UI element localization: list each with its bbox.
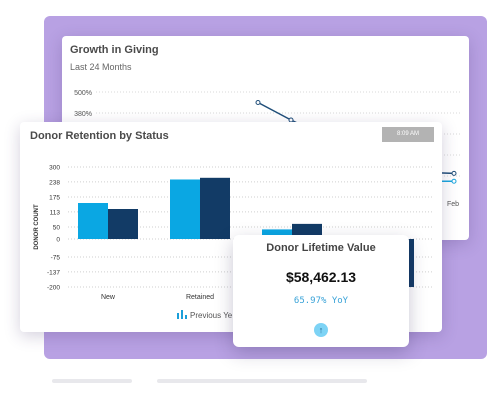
bar: [108, 209, 138, 239]
y-tick-label: 238: [49, 179, 60, 186]
placeholder-bar: [52, 379, 132, 383]
bar: [200, 177, 230, 239]
y-tick-label: 500%: [74, 90, 92, 97]
growth-card-title: Growth in Giving: [70, 44, 159, 56]
y-tick-label: -75: [51, 255, 61, 262]
arrow-up-icon[interactable]: ↑: [314, 323, 328, 337]
x-tick-label: Retained: [186, 294, 214, 301]
data-point: [255, 100, 261, 105]
retention-card-title: Donor Retention by Status: [30, 130, 169, 142]
legend-label: Previous Ye: [190, 311, 233, 320]
data-point: [451, 170, 457, 176]
y-tick-label: 300: [49, 165, 60, 172]
ltv-yoy-change: 65.97% YoY: [293, 296, 349, 306]
placeholder-bar: [157, 379, 367, 383]
y-tick-label: 50: [53, 225, 61, 232]
y-tick-label: -200: [47, 285, 60, 292]
chart-legend[interactable]: Previous Ye: [177, 310, 232, 320]
bar: [262, 229, 292, 239]
y-axis-title: DONOR COUNT: [34, 204, 40, 250]
x-tick-label: Feb: [447, 201, 459, 208]
y-tick-label: 175: [49, 195, 60, 202]
data-point: [451, 178, 457, 184]
donor-lifetime-value-card: Donor Lifetime Value $58,462.13 65.97% Y…: [233, 235, 409, 347]
y-tick-label: 0: [56, 237, 60, 244]
ltv-amount: $58,462.13: [285, 269, 357, 285]
y-tick-label: 113: [50, 209, 61, 216]
timestamp-badge: 8:09 AM: [382, 127, 434, 142]
y-tick-label: -137: [47, 269, 60, 276]
growth-card-subtitle: Last 24 Months: [70, 62, 132, 72]
y-tick-label: 380%: [74, 111, 92, 118]
bar: [170, 179, 200, 239]
bar: [78, 203, 108, 239]
x-tick-label: New: [101, 294, 116, 301]
bar-chart-icon: [177, 310, 187, 319]
ltv-card-title: Donor Lifetime Value: [266, 242, 376, 254]
